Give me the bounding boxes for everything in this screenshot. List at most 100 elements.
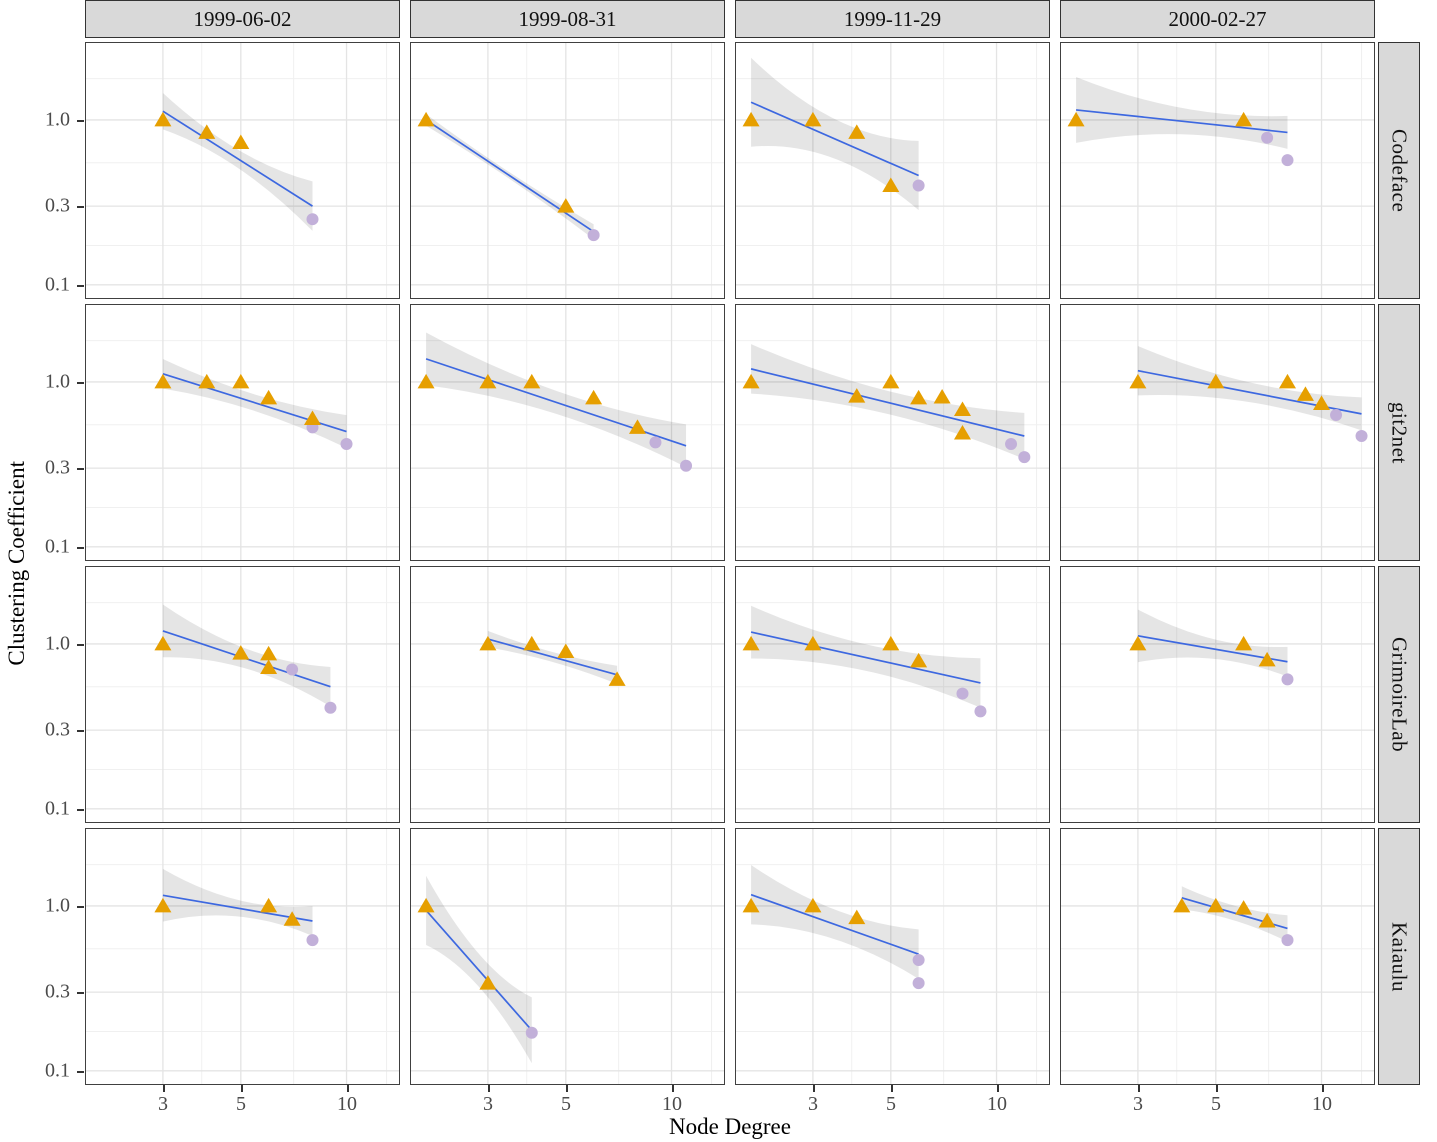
panel-plot [1061, 567, 1374, 822]
y-tick-label: 1.0 [45, 894, 70, 917]
x-tick-label: 10 [1312, 1093, 1332, 1115]
facet-column-label: 2000-02-27 [1168, 6, 1267, 31]
facet-panel [85, 42, 400, 299]
facet-row-label: GrimoireLab [1387, 636, 1412, 753]
x-tick-mark [813, 1085, 815, 1092]
x-tick-label: 3 [158, 1093, 168, 1115]
x-tick-label: 5 [1211, 1093, 1221, 1115]
facet-row-strip: Kaiaulu [1378, 828, 1420, 1085]
panel-plot [736, 305, 1049, 560]
x-axis-ticks: 3 5 10 [85, 1085, 400, 1115]
y-axis-ticks: 1.0 0.3 0.1 [0, 828, 85, 1085]
x-tick-label: 3 [1133, 1093, 1143, 1115]
x-tick-label: 5 [236, 1093, 246, 1115]
x-tick-label: 10 [337, 1093, 357, 1115]
x-axis-ticks: 3 5 10 [1060, 1085, 1375, 1115]
facet-column-strip: 1999-08-31 [410, 0, 725, 38]
panel-plot [1061, 305, 1374, 560]
x-tick-mark [488, 1085, 490, 1092]
x-tick-label: 10 [662, 1093, 682, 1115]
facet-column-strip: 1999-06-02 [85, 0, 400, 38]
facet-column-label: 1999-06-02 [193, 6, 292, 31]
x-tick-label: 10 [987, 1093, 1007, 1115]
panel-plot [411, 305, 724, 560]
x-tick-mark [891, 1085, 893, 1092]
panel-plot [411, 829, 724, 1084]
y-tick-mark [77, 730, 84, 732]
y-tick-mark [77, 906, 84, 908]
y-tick-label: 0.1 [45, 797, 70, 820]
y-tick-label: 0.3 [45, 718, 70, 741]
panel-plot [86, 829, 399, 1084]
x-tick-label: 3 [483, 1093, 493, 1115]
panel-plot [1061, 43, 1374, 298]
x-tick-mark [1138, 1085, 1140, 1092]
y-tick-mark [77, 285, 84, 287]
x-tick-mark [163, 1085, 165, 1092]
facet-panel [735, 566, 1050, 823]
y-axis-title: Clustering Coefficient [4, 461, 29, 666]
y-tick-label: 0.1 [45, 535, 70, 558]
panel-plot [86, 43, 399, 298]
facet-panel [1060, 42, 1375, 299]
panel-plot [736, 567, 1049, 822]
y-tick-label: 0.3 [45, 194, 70, 217]
y-axis-ticks: 1.0 0.3 0.1 [0, 566, 85, 823]
facet-panel [410, 304, 725, 561]
x-tick-mark [1216, 1085, 1218, 1092]
panel-plot [736, 829, 1049, 1084]
x-tick-label: 5 [561, 1093, 571, 1115]
facet-panel [1060, 304, 1375, 561]
y-tick-mark [77, 547, 84, 549]
facet-column-strip: 2000-02-27 [1060, 0, 1375, 38]
facet-panel [735, 304, 1050, 561]
y-tick-label: 0.1 [45, 1059, 70, 1082]
y-tick-mark [77, 809, 84, 811]
y-tick-mark [77, 1071, 84, 1073]
x-axis-ticks: 3 5 10 [735, 1085, 1050, 1115]
facet-panel [1060, 828, 1375, 1085]
x-tick-mark [997, 1085, 999, 1092]
panel-plot [736, 43, 1049, 298]
facet-panel [410, 566, 725, 823]
x-tick-mark [241, 1085, 243, 1092]
facet-panel [410, 828, 725, 1085]
y-tick-label: 0.3 [45, 980, 70, 1003]
facet-panel [735, 42, 1050, 299]
facet-panel [1060, 566, 1375, 823]
panel-plot [411, 43, 724, 298]
facet-panel [85, 304, 400, 561]
facet-panel [85, 828, 400, 1085]
x-tick-mark [672, 1085, 674, 1092]
x-tick-mark [566, 1085, 568, 1092]
y-tick-mark [77, 992, 84, 994]
y-tick-label: 1.0 [45, 370, 70, 393]
x-tick-label: 3 [808, 1093, 818, 1115]
facet-row-label: Codeface [1387, 128, 1412, 213]
y-tick-mark [77, 206, 84, 208]
facet-panel [735, 828, 1050, 1085]
facet-row-strip: GrimoireLab [1378, 566, 1420, 823]
x-tick-mark [1322, 1085, 1324, 1092]
panel-plot [86, 305, 399, 560]
panel-plot [411, 567, 724, 822]
facet-column-label: 1999-08-31 [518, 6, 617, 31]
facet-row-strip: git2net [1378, 304, 1420, 561]
facet-row-strip: Codeface [1378, 42, 1420, 299]
facet-row-label: git2net [1387, 401, 1412, 464]
facet-column-label: 1999-11-29 [843, 6, 942, 31]
panel-plot [86, 567, 399, 822]
facet-panel [85, 566, 400, 823]
y-tick-mark [77, 468, 84, 470]
y-tick-label: 0.1 [45, 273, 70, 296]
x-tick-label: 5 [886, 1093, 896, 1115]
y-tick-label: 1.0 [45, 108, 70, 131]
y-tick-label: 0.3 [45, 456, 70, 479]
y-tick-mark [77, 382, 84, 384]
panel-plot [1061, 829, 1374, 1084]
facet-row-label: Kaiaulu [1387, 921, 1412, 992]
facet-panel [410, 42, 725, 299]
x-tick-mark [347, 1085, 349, 1092]
y-axis-ticks: 1.0 0.3 0.1 [0, 42, 85, 299]
